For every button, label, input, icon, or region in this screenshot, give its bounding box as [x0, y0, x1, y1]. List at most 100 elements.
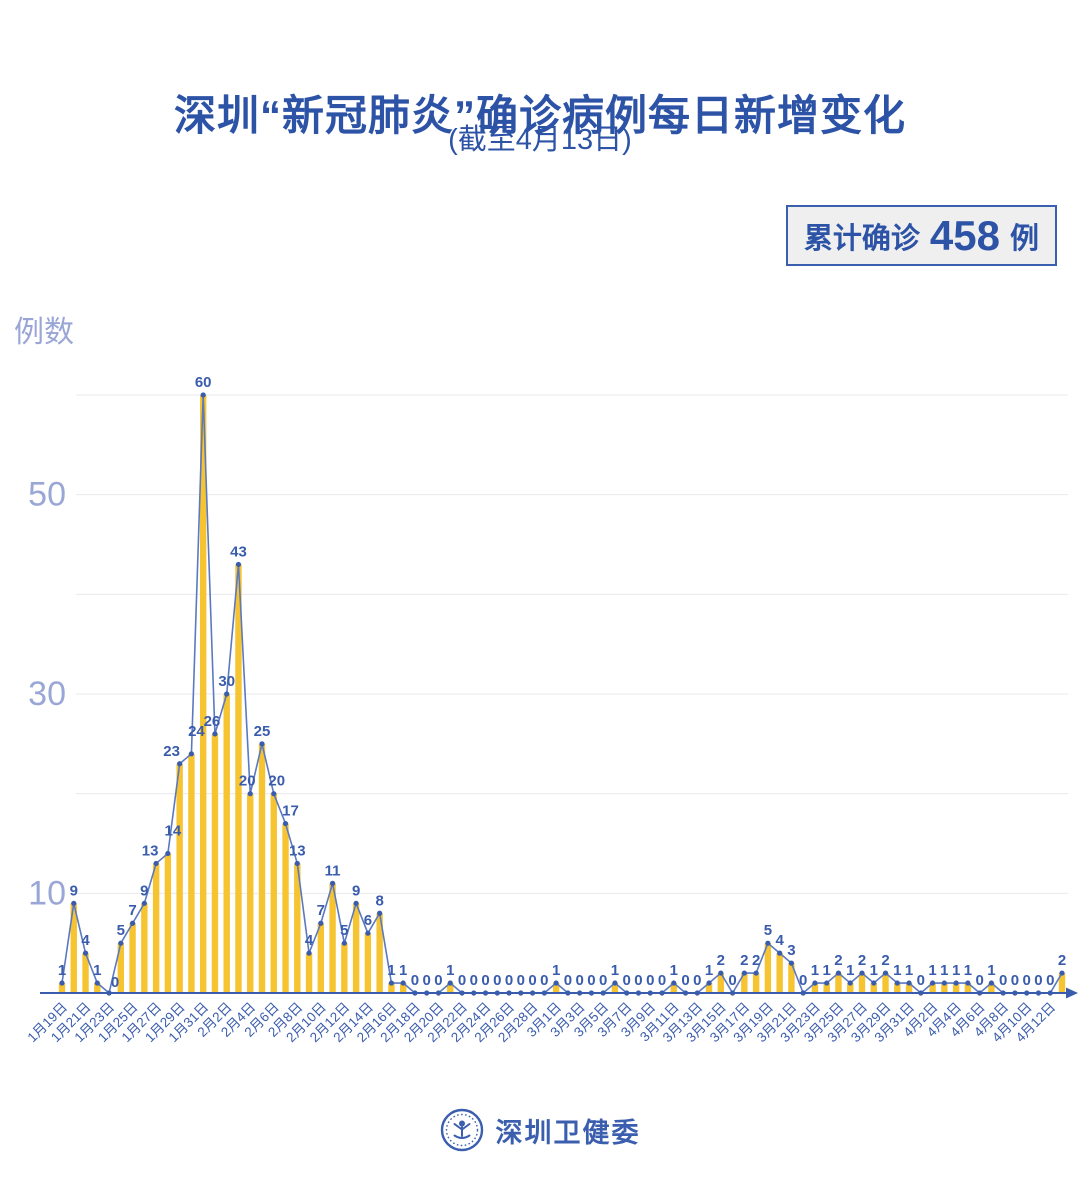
svg-text:0: 0: [646, 972, 654, 989]
svg-text:0: 0: [999, 972, 1007, 989]
svg-text:0: 0: [634, 972, 642, 989]
svg-text:2: 2: [858, 952, 866, 969]
bar: [894, 983, 901, 993]
y-axis-unit-label: 例数: [14, 316, 74, 349]
svg-text:25: 25: [254, 723, 271, 740]
bar: [188, 753, 195, 993]
bar: [835, 973, 842, 993]
bars: [58, 395, 1066, 993]
svg-text:0: 0: [1023, 972, 1031, 989]
bar: [199, 395, 207, 993]
bar: [964, 983, 972, 993]
svg-text:0: 0: [458, 972, 466, 989]
svg-text:0: 0: [1034, 972, 1042, 989]
page-subtitle: (截至4月13日): [448, 124, 632, 156]
bar: [117, 943, 125, 993]
bar: [294, 863, 301, 993]
svg-text:1: 1: [905, 962, 913, 979]
svg-text:0: 0: [505, 972, 513, 989]
svg-text:0: 0: [681, 972, 689, 989]
svg-text:0: 0: [587, 972, 595, 989]
bar: [988, 983, 995, 993]
svg-text:0: 0: [1011, 972, 1019, 989]
org-logo-icon: [440, 1108, 483, 1152]
bar: [552, 983, 560, 993]
bar: [399, 983, 407, 993]
svg-text:0: 0: [470, 972, 478, 989]
svg-text:50: 50: [28, 476, 66, 514]
bar: [235, 564, 242, 993]
svg-text:0: 0: [623, 972, 631, 989]
svg-text:0: 0: [481, 972, 489, 989]
svg-text:0: 0: [434, 972, 442, 989]
badge-unit: 例: [1009, 222, 1039, 255]
svg-text:0: 0: [411, 972, 419, 989]
bar: [317, 923, 325, 993]
bar: [352, 903, 360, 993]
svg-text:1: 1: [58, 962, 66, 979]
svg-text:1: 1: [870, 962, 878, 979]
bar: [447, 983, 454, 993]
bar: [941, 983, 948, 993]
svg-text:1: 1: [928, 962, 936, 979]
bar: [129, 923, 136, 993]
svg-text:24: 24: [188, 723, 205, 740]
svg-text:1: 1: [611, 962, 619, 979]
x-axis-labels: 1月19日1月21日1月23日1月25日1月27日1月29日1月31日2月2日2…: [24, 1000, 1058, 1046]
bar: [305, 953, 313, 993]
bar: [141, 903, 148, 993]
svg-text:4: 4: [305, 932, 314, 949]
bar: [705, 983, 713, 993]
bar: [670, 983, 677, 993]
svg-text:0: 0: [528, 972, 536, 989]
bar: [223, 694, 230, 993]
bar: [152, 863, 160, 993]
svg-text:5: 5: [117, 922, 125, 939]
cumulative-badge: 累计确诊 458 例: [785, 205, 1057, 266]
badge-value: 458: [929, 211, 1000, 259]
value-labels: 1941057913142324602630432025201713471159…: [58, 374, 1066, 991]
badge-label: 累计确诊: [803, 222, 920, 255]
bar: [247, 793, 254, 993]
svg-text:0: 0: [493, 972, 501, 989]
svg-text:0: 0: [564, 972, 572, 989]
svg-text:1: 1: [446, 962, 454, 979]
svg-text:0: 0: [917, 972, 925, 989]
svg-text:0: 0: [575, 972, 583, 989]
svg-text:1: 1: [940, 962, 948, 979]
svg-text:1: 1: [987, 962, 995, 979]
svg-text:17: 17: [282, 803, 299, 820]
svg-text:4: 4: [81, 932, 90, 949]
org-name: 深圳卫健委: [495, 1117, 641, 1148]
bar: [811, 983, 819, 993]
svg-text:0: 0: [1046, 972, 1054, 989]
bar: [282, 823, 289, 993]
svg-text:8: 8: [375, 892, 383, 909]
bar: [341, 943, 348, 993]
svg-text:2: 2: [1058, 952, 1066, 969]
bar: [788, 963, 795, 993]
svg-text:13: 13: [142, 842, 159, 859]
svg-text:0: 0: [658, 972, 666, 989]
svg-text:1: 1: [399, 962, 407, 979]
svg-text:4: 4: [775, 932, 784, 949]
svg-text:0: 0: [517, 972, 525, 989]
bar: [94, 983, 101, 993]
footer: 深圳卫健委: [0, 1108, 1080, 1152]
bar: [376, 913, 383, 993]
page-title: 深圳“新冠肺炎”确诊病例每日新增变化: [173, 92, 906, 140]
svg-text:23: 23: [163, 743, 180, 760]
svg-text:3: 3: [787, 942, 795, 959]
bar: [870, 983, 877, 993]
bar: [952, 983, 960, 993]
bar: [741, 973, 748, 993]
svg-text:30: 30: [218, 673, 235, 690]
svg-text:26: 26: [204, 713, 221, 730]
svg-text:20: 20: [239, 773, 256, 790]
bar: [364, 933, 372, 993]
svg-text:0: 0: [540, 972, 548, 989]
svg-text:0: 0: [423, 972, 431, 989]
y-axis-labels: 10 30 50: [28, 476, 66, 913]
